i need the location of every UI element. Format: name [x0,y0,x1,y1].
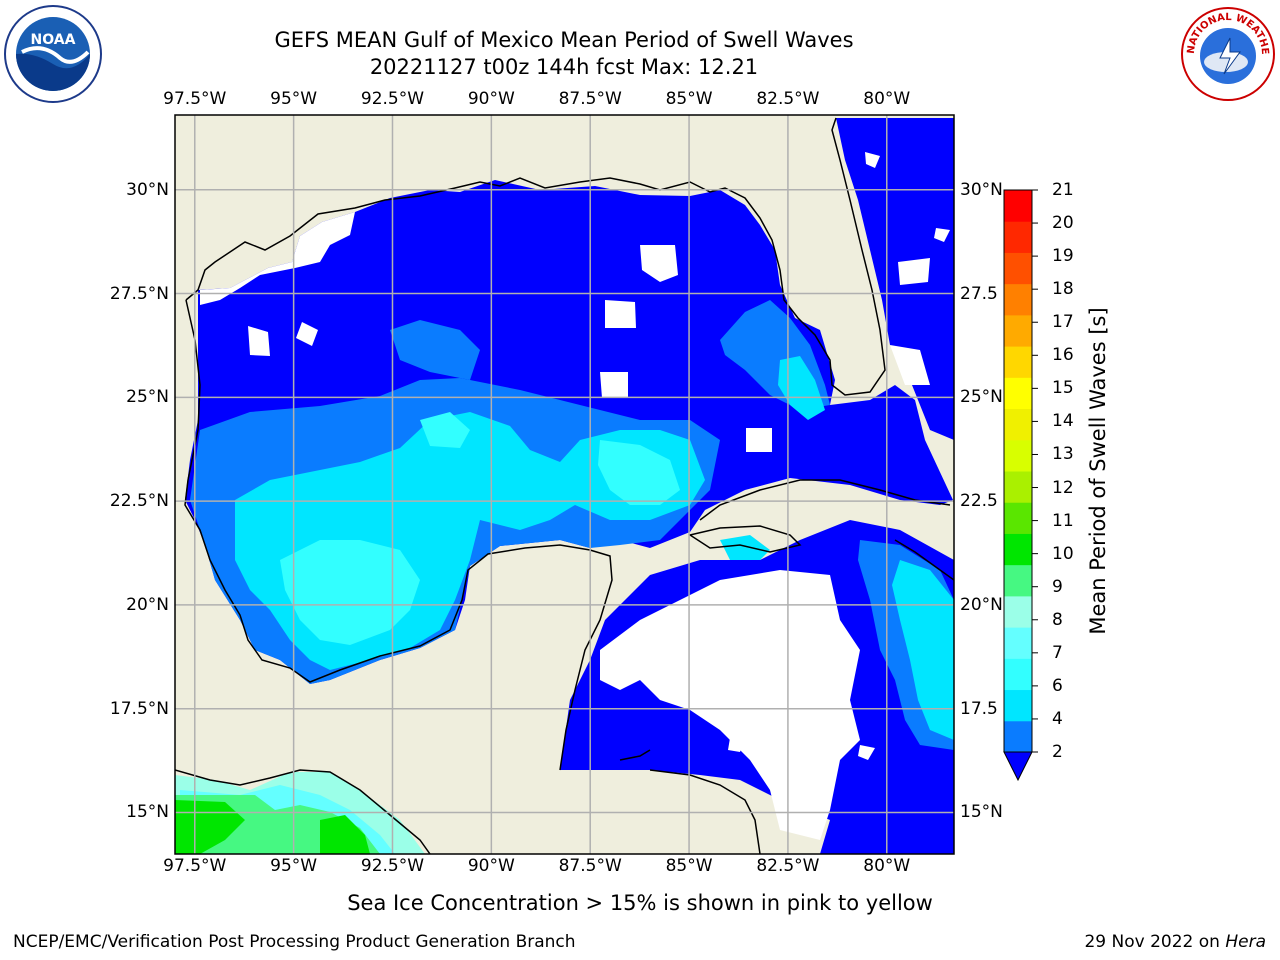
lat-label-right: 30°N [960,179,1003,200]
colorbar-swatch [1004,221,1032,253]
colorbar-title: Mean Period of Swell Waves [s] [1086,307,1110,635]
colorbar-tick-label: 18 [1052,279,1074,300]
map-area [175,115,954,854]
lon-label-bottom: 85°W [665,856,713,876]
lon-label-bottom: 97.5°W [163,856,227,876]
lat-label-right: 27.5 [960,283,998,304]
colorbar-swatch [1004,439,1032,472]
colorbar-tick-label: 4 [1052,708,1063,729]
swell-band-cyan-yucatan [720,535,770,560]
lon-label-bottom: 80°W [863,856,911,876]
colorbar-swatch [1004,502,1032,534]
lat-label-right: 15°N [960,802,1003,823]
lat-label-right: 22.5 [960,491,998,512]
lon-label-top: 87.5°W [558,89,622,109]
colorbar-tick-label: 6 [1052,675,1063,696]
lat-label-right: 20°N [960,594,1003,615]
colorbar-swatch [1004,720,1032,753]
lon-label-bottom: 82.5°W [756,856,820,876]
noaa-logo-text: NOAA [31,32,76,48]
colorbar-tick-label: 16 [1052,345,1074,366]
colorbar-tick-label: 11 [1052,510,1074,531]
swell-band-light-cyan-east [598,440,680,505]
lon-label-top: 82.5°W [756,89,820,109]
colorbar [1003,189,1038,782]
swell-band-light-cyan-north [420,412,470,448]
colorbar-tick-label: 10 [1052,543,1074,564]
colorbar-tick-label: 12 [1052,477,1074,498]
colorbar-frame [1003,189,1033,753]
sea-ice-note-text: Sea Ice Concentration > 15% is shown in … [347,891,933,915]
lat-label-right: 25°N [960,387,1003,408]
lon-label-top: 92.5°W [360,89,425,109]
lat-label-left: 30°N [126,179,169,200]
colorbar-tick-label: 2 [1052,742,1063,762]
colorbar-swatch [1004,252,1032,285]
lon-label-bottom: 90°W [467,856,515,876]
colorbar-tick-label: 19 [1052,246,1074,267]
lon-label-top: 90°W [467,89,515,109]
colorbar-swatch [1004,595,1032,628]
colorbar-tick-label: 13 [1052,444,1074,465]
swell-band-light-cyan [280,540,420,645]
chart-title: GEFS MEAN Gulf of Mexico Mean Period of … [274,28,854,52]
colorbar-tick-label: 9 [1052,576,1063,597]
caribbean-nodata [600,570,860,840]
footer-host: Hera [1225,932,1266,952]
colorbar-tick-label: 15 [1052,378,1074,399]
lat-label-left: 15°N [126,802,169,823]
colorbar-swatch [1004,377,1032,410]
noaa-logo-icon: NOAA [4,5,102,103]
lon-label-bottom: 95°W [270,856,318,876]
lat-label-right: 17.5 [960,698,998,719]
lon-label-top: 97.5°W [163,89,227,109]
lat-label-left: 22.5°N [109,491,169,512]
footer-date: 29 Nov 2022 on Hera [1084,932,1266,952]
sea-ice-note: Sea Ice Concentration > 15% is shown in … [0,891,1280,915]
colorbar-swatch [1004,689,1032,722]
footer-credit: NCEP/EMC/Verification Post Processing Pr… [13,932,576,952]
colorbar-swatch [1004,533,1032,566]
nws-logo-icon: NATIONAL WEATHER SERVICE [1180,6,1275,101]
atlantic-water-blue [836,118,954,440]
colorbar-tick-label: 17 [1052,312,1074,333]
pacific-water-green-dark [175,800,370,854]
lon-label-bottom: 87.5°W [558,856,622,876]
chart-subtitle: 20221127 t00z 144h fcst Max: 12.21 [369,55,759,79]
map-frame [174,114,955,855]
lon-label-bottom: 92.5°W [360,856,425,876]
lon-label-top: 80°W [863,89,911,109]
colorbar-swatch [1004,408,1032,441]
swell-band-cyan-east [778,356,825,420]
swell-band-mid-blue-central [390,320,480,380]
colorbar-swatch [1004,283,1032,316]
lat-label-left: 25°N [126,387,169,408]
colorbar-tick-label: 21 [1052,180,1074,200]
lon-label-top: 95°W [270,89,318,109]
colorbar-tick-label: 8 [1052,609,1063,630]
coastal-nodata-texas [200,212,355,305]
colorbar-swatch [1004,627,1032,659]
colorbar-swatch [1004,471,1032,503]
colorbar-swatch [1004,564,1032,597]
colorbar-swatch [1004,658,1032,691]
lat-label-left: 17.5°N [109,698,169,719]
coastlines [175,117,954,854]
colorbar-swatch [1004,314,1032,347]
colorbar-tick-label: 7 [1052,642,1063,663]
lon-label-top: 85°W [665,89,713,109]
colorbar-swatch [1004,346,1032,378]
footer-date-prefix: 29 Nov 2022 on [1084,932,1226,952]
colorbar-swatch [1004,190,1032,222]
colorbar-tick-label: 14 [1052,411,1074,432]
graticule [175,115,954,854]
lat-label-left: 20°N [126,594,169,615]
lat-label-left: 27.5°N [109,283,169,304]
colorbar-extend-arrow [1003,751,1033,782]
colorbar-tick-label: 20 [1052,213,1074,234]
